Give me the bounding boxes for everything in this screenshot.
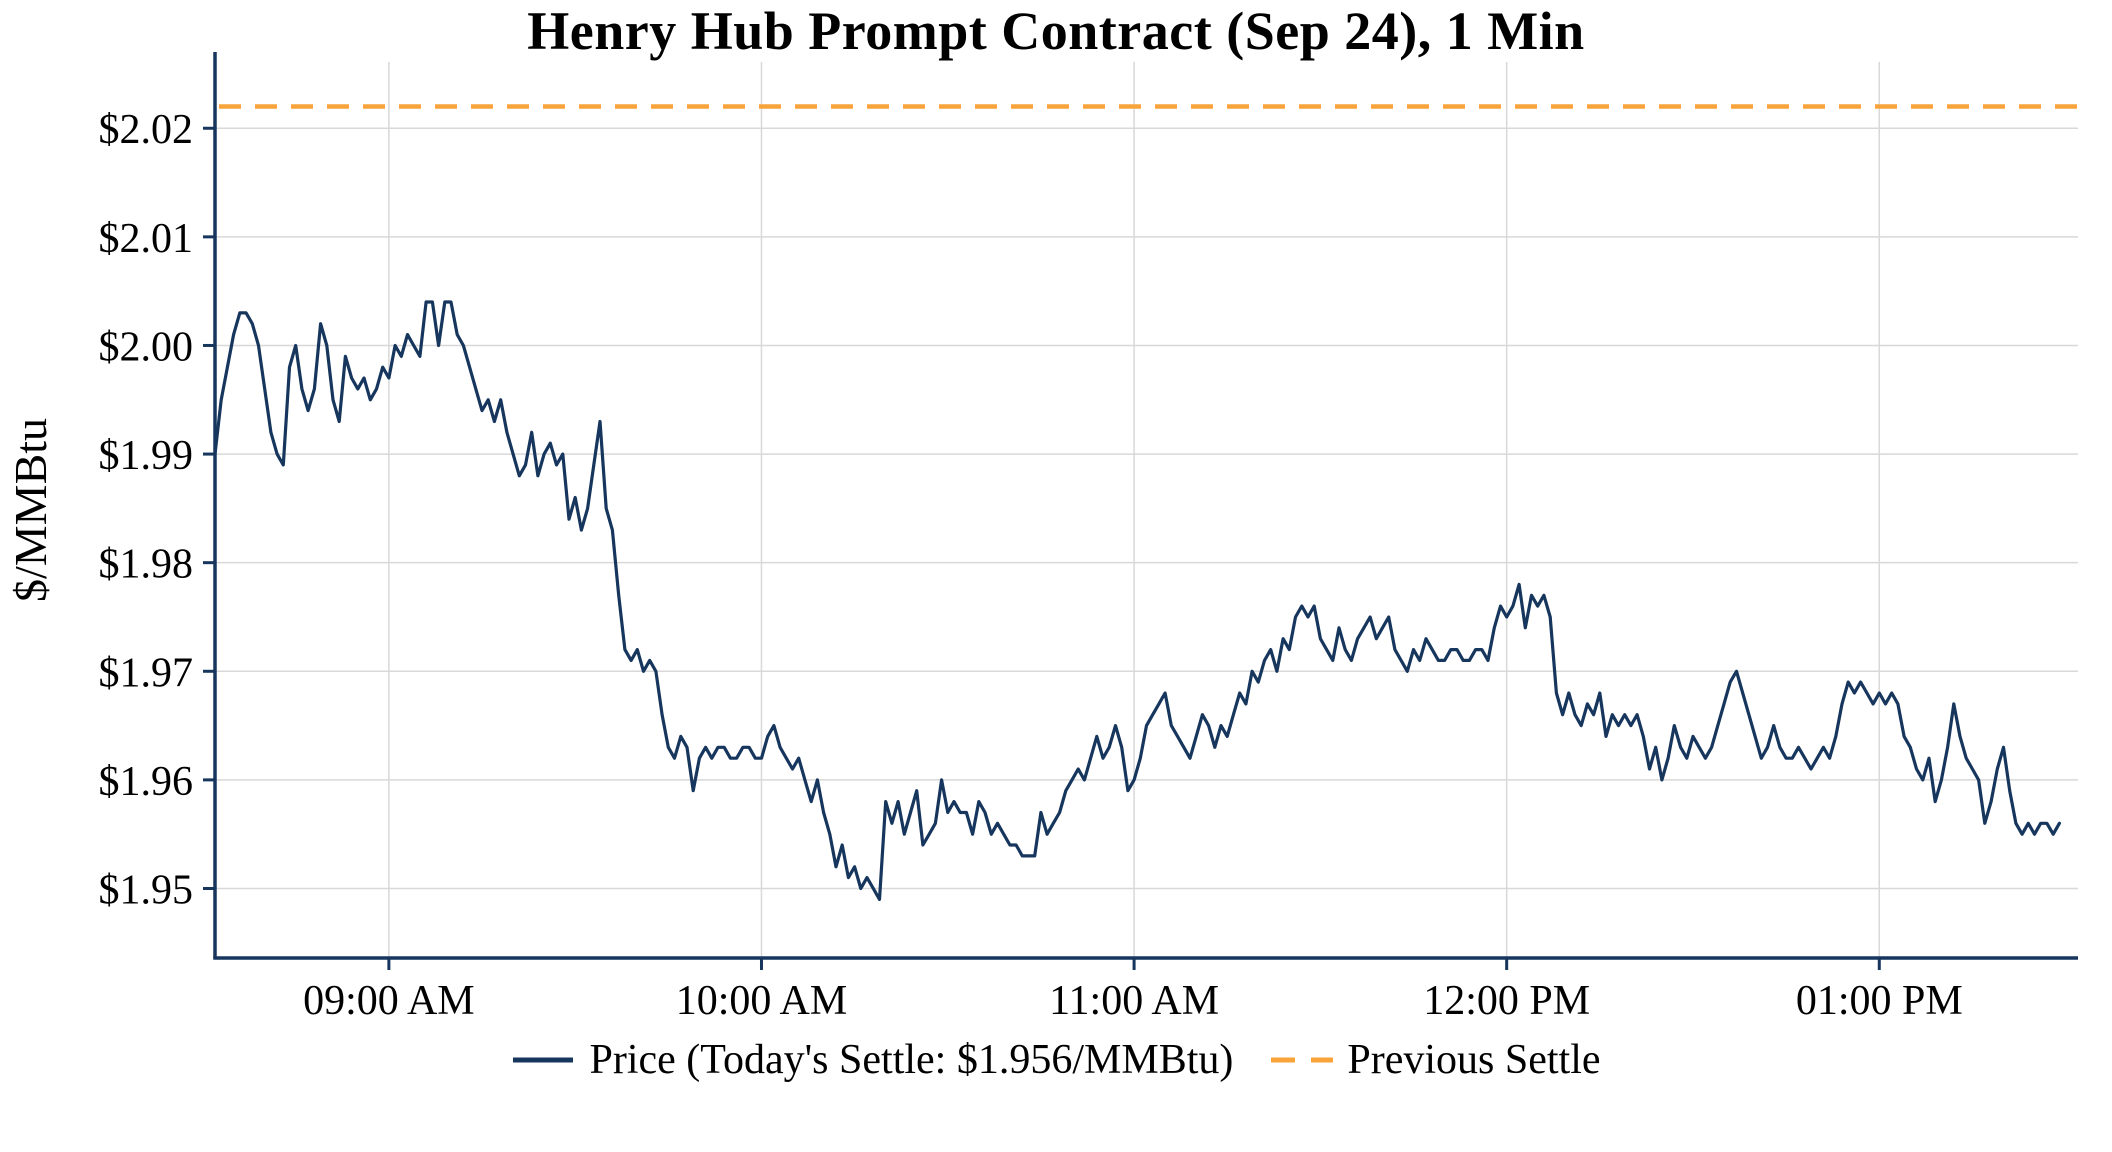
y-tick-label: $1.95 <box>99 867 194 913</box>
chart-legend: Price (Today's Settle: $1.956/MMBtu) Pre… <box>0 1036 2112 1084</box>
x-tick-label: 11:00 AM <box>1049 978 1219 1024</box>
legend-item-previous-settle: Previous Settle <box>1269 1036 1601 1084</box>
price-line-swatch-icon <box>513 1057 574 1063</box>
y-tick-label: $2.01 <box>99 216 194 262</box>
y-tick-label: $1.96 <box>99 759 194 805</box>
x-tick-label: 12:00 PM <box>1423 978 1590 1024</box>
legend-label-previous-settle: Previous Settle <box>1347 1037 1601 1083</box>
price-line <box>213 300 2061 901</box>
y-axis-title: $/MMBtu <box>5 418 56 602</box>
legend-item-price: Price (Today's Settle: $1.956/MMBtu) <box>511 1036 1233 1084</box>
y-tick-label: $1.97 <box>99 650 194 696</box>
x-tick-label: 01:00 PM <box>1796 978 1963 1024</box>
x-tick-label: 10:00 AM <box>676 978 848 1024</box>
price-chart: $1.95 $1.96 $1.97 $1.98 $1.99 $2.00 $2.01 $2.02… <box>5 52 2078 1024</box>
x-tick-label: 09:00 AM <box>303 978 475 1024</box>
chart-title: Henry Hub Prompt Contract (Sep 24), 1 Mi… <box>527 1 1585 61</box>
legend-label-price: Price (Today's Settle: $1.956/MMBtu) <box>589 1037 1234 1083</box>
previous-settle-swatch-icon <box>1271 1057 1334 1063</box>
y-tick-label: $1.99 <box>99 433 194 479</box>
y-tick-label: $2.00 <box>99 324 194 370</box>
y-tick-label: $1.98 <box>99 542 194 588</box>
y-tick-label: $2.02 <box>99 107 194 153</box>
